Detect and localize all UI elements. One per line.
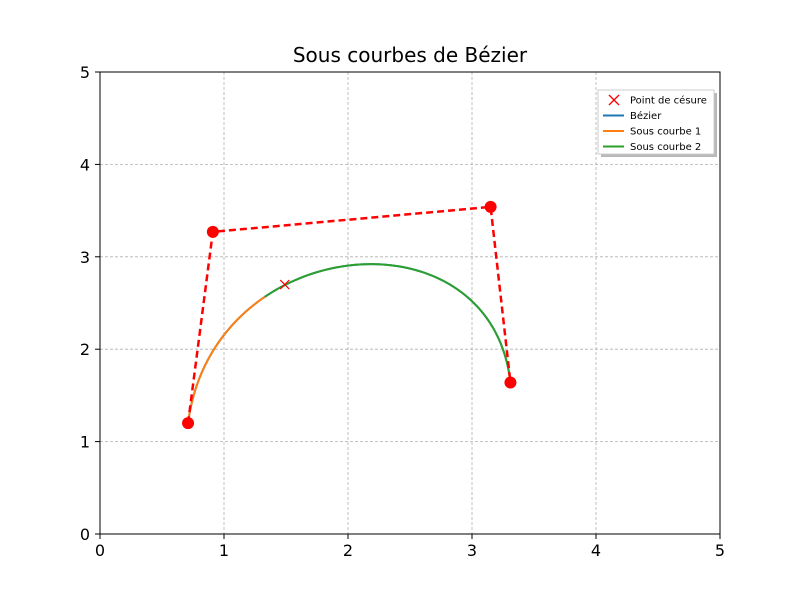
x-tick-label: 3 — [467, 541, 477, 560]
sub-curve-1 — [187, 295, 266, 424]
chart-title: Sous courbes de Bézier — [293, 43, 528, 67]
y-tick-label: 4 — [80, 155, 90, 174]
y-tick-label: 0 — [80, 525, 90, 544]
sub-curve-2 — [264, 263, 512, 383]
bezier-curve — [187, 263, 512, 424]
split-point-marker — [279, 279, 290, 290]
x-tick-label: 5 — [715, 541, 725, 560]
legend-box — [597, 89, 715, 155]
y-tick-label: 2 — [80, 340, 90, 359]
split-marker-stroke — [279, 279, 290, 290]
plot-area — [182, 200, 517, 430]
x-tick-label: 0 — [95, 541, 105, 560]
axes-frame — [99, 71, 721, 535]
legend-label: Sous courbe 2 — [630, 142, 701, 153]
axis-ticks: 0 1 2 3 4 5 0 1 2 3 4 5 — [80, 63, 725, 560]
y-tick-label: 3 — [80, 248, 90, 267]
legend-label: Bézier — [630, 110, 662, 122]
control-point — [484, 200, 497, 213]
legend-label: Point de césure — [630, 95, 707, 107]
y-tick-label: 5 — [80, 63, 90, 82]
control-point — [206, 225, 219, 238]
control-point — [504, 376, 517, 389]
legend-marker-x — [608, 94, 620, 106]
y-tick-label: 1 — [80, 433, 90, 452]
control-polygon — [186, 205, 512, 424]
x-tick-label: 1 — [219, 541, 229, 560]
x-tick-label: 4 — [591, 541, 601, 560]
legend: Point de césure Bézier Sous courbe 1 Sous c… — [597, 89, 717, 157]
legend-label: Sous courbe 1 — [630, 127, 701, 138]
x-tick-label: 2 — [343, 541, 353, 560]
control-point — [182, 417, 195, 430]
